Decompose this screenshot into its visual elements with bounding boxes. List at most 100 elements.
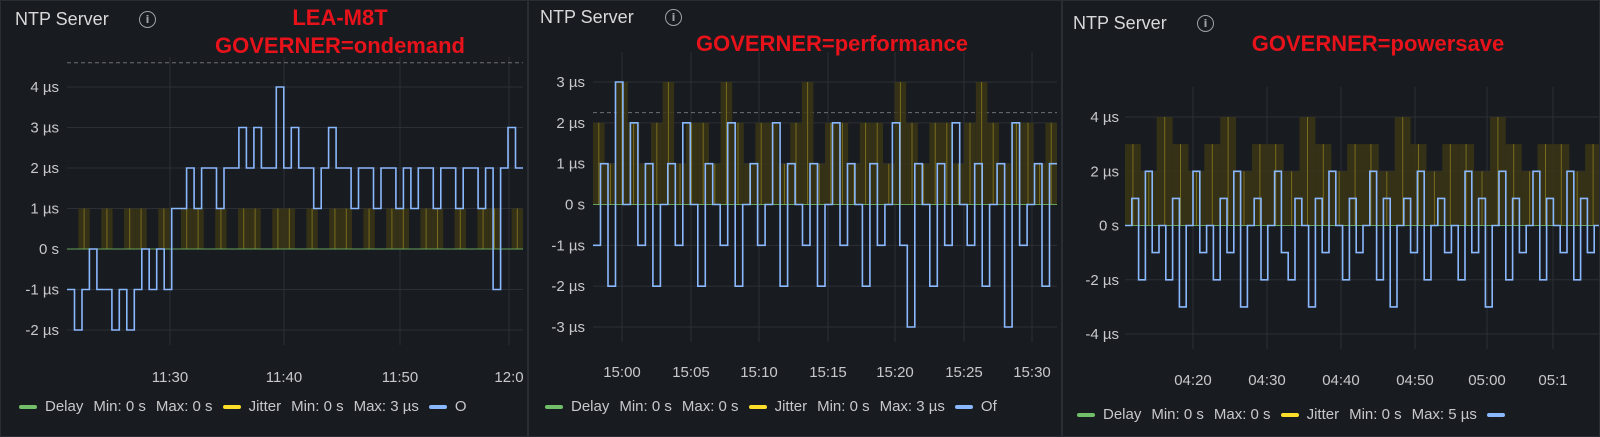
annotation: GOVERNER=performance: [677, 30, 987, 58]
y-tick-label: 0 s: [1099, 218, 1119, 235]
legend-jitter-max: Max: 5 µs: [1411, 406, 1477, 423]
y-tick-label: 2 µs: [556, 115, 585, 132]
x-tick-label: 15:00: [603, 364, 641, 381]
legend: Delay Min: 0 s Max: 0 s Jitter Min: 0 s …: [19, 398, 477, 415]
offset-swatch: [954, 404, 973, 409]
x-tick-label: 15:20: [876, 364, 914, 381]
jitter-bar: [1251, 144, 1268, 226]
jitter-bar: [1553, 144, 1570, 226]
delay-swatch: [545, 404, 563, 409]
y-tick-label: -2 µs: [25, 322, 59, 339]
jitter-bar: [616, 82, 628, 205]
legend-jitter-max: Max: 3 µs: [353, 398, 419, 415]
jitter-bar: [431, 208, 444, 249]
legend: Delay Min: 0 s Max: 0 s Jitter Min: 0 s …: [1077, 406, 1513, 423]
jitter-bar: [1537, 144, 1554, 226]
y-tick-label: 3 µs: [30, 120, 59, 137]
info-icon[interactable]: i: [139, 11, 156, 28]
x-tick-label: 04:20: [1174, 372, 1212, 389]
jitter-bar: [135, 208, 147, 249]
jitter-bar: [790, 122, 802, 205]
legend-delay-name[interactable]: Delay: [1103, 406, 1142, 423]
chart-performance: 3 µs 2 µs 1 µs 0 s -1 µs -2 µs -3 µs 15:00 15:05…: [551, 52, 1057, 381]
x-tick-label: 11:30: [152, 369, 188, 386]
jitter-bar: [306, 208, 318, 249]
legend-jitter-name[interactable]: Jitter: [248, 398, 282, 415]
panel-title[interactable]: NTP Server: [15, 9, 109, 29]
panel-performance: NTP Server i GOVERNER=performance 3 µs 2 …: [528, 0, 1062, 437]
legend-offset-name[interactable]: Of: [980, 398, 997, 415]
jitter-bar: [778, 163, 791, 205]
jitter-bar: [238, 208, 250, 249]
legend-jitter-min: Min: 0 s: [1349, 406, 1402, 423]
jitter-bar: [941, 122, 953, 205]
jitter-bar: [101, 208, 113, 249]
jitter-bar: [1033, 163, 1046, 205]
jitter-bar: [249, 208, 261, 249]
chart-ondemand: 4 µs 3 µs 2 µs 1 µs 0 s -1 µs -2 µs 11:30 11:40 1…: [25, 57, 524, 386]
jitter-bar: [1585, 144, 1599, 226]
jitter-bar: [836, 122, 849, 205]
y-tick-label: 0 s: [39, 241, 59, 258]
jitter-bar: [674, 163, 686, 205]
jitter-bar: [593, 122, 605, 205]
annotation-line1: GOVERNER=performance: [695, 31, 969, 56]
jitter-swatch: [748, 404, 767, 409]
delay-swatch: [1077, 412, 1095, 417]
annotation: GOVERNER=powersave: [1223, 30, 1533, 58]
jitter-bar: [511, 208, 523, 249]
jitter-bar: [1489, 117, 1506, 226]
jitter-bar: [1204, 144, 1221, 226]
y-tick-label: 2 µs: [1090, 163, 1119, 180]
legend-offset-name[interactable]: O: [454, 398, 467, 415]
jitter-bar: [363, 208, 375, 249]
offset-swatch: [1486, 412, 1505, 417]
legend-jitter-name[interactable]: Jitter: [774, 398, 808, 415]
offset-series-line: [67, 86, 523, 331]
jitter-bar: [420, 208, 432, 249]
annotation: LEA-M8T GOVERNER=ondemand: [201, 4, 479, 60]
jitter-bar: [477, 208, 489, 249]
panel-title[interactable]: NTP Server: [540, 7, 634, 27]
jitter-bar: [1125, 144, 1141, 226]
jitter-bar: [929, 122, 941, 205]
x-tick-label: 15:30: [1013, 364, 1051, 381]
info-icon[interactable]: i: [1197, 15, 1214, 32]
chart-powersave: 4 µs 2 µs 0 s -2 µs -4 µs 04:20 04:30 04:40 04:5…: [1085, 87, 1599, 389]
legend-jitter-name[interactable]: Jitter: [1306, 406, 1340, 423]
legend-delay-name[interactable]: Delay: [571, 398, 610, 415]
info-icon[interactable]: i: [665, 9, 682, 26]
legend-jitter-max: Max: 3 µs: [879, 398, 945, 415]
jitter-bar: [158, 208, 170, 249]
y-tick-label: -1 µs: [25, 282, 59, 299]
x-tick-label: 05:00: [1468, 372, 1506, 389]
jitter-bar: [78, 208, 90, 249]
delay-swatch: [19, 404, 37, 409]
legend-delay-max: Max: 0 s: [681, 398, 739, 415]
jitter-bar: [1363, 144, 1379, 226]
jitter-bar: [883, 163, 895, 205]
jitter-bar: [386, 208, 398, 249]
offset-series-line: [593, 81, 1057, 328]
offset-series-line: [1125, 170, 1599, 308]
jitter-bar: [1505, 144, 1522, 226]
legend-delay-min: Min: 0 s: [93, 398, 146, 415]
annotation-line1: LEA-M8T: [292, 5, 388, 30]
jitter-bar: [627, 122, 640, 205]
legend-delay-name[interactable]: Delay: [45, 398, 84, 415]
jitter-bar: [1299, 117, 1316, 226]
jitter-bar: [813, 163, 825, 205]
y-tick-label: 4 µs: [1090, 109, 1119, 126]
jitter-bar: [917, 163, 930, 205]
y-tick-label: 2 µs: [30, 160, 59, 177]
panel-title[interactable]: NTP Server: [1073, 13, 1167, 33]
x-tick-label: 04:30: [1248, 372, 1286, 389]
legend-delay-max: Max: 0 s: [1213, 406, 1271, 423]
jitter-bar: [964, 122, 976, 205]
jitter-bar: [1022, 122, 1034, 205]
legend-delay-min: Min: 0 s: [1151, 406, 1204, 423]
jitter-bar: [906, 122, 918, 205]
jitter-bar: [755, 122, 767, 205]
x-tick-label: 11:40: [266, 369, 302, 386]
x-tick-label: 15:05: [672, 364, 710, 381]
